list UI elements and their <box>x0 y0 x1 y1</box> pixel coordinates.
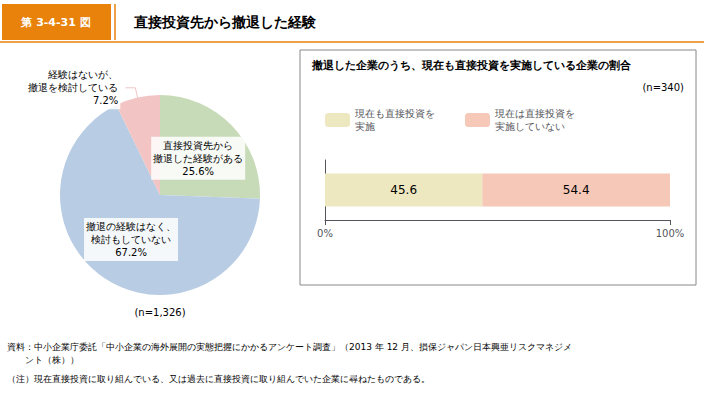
svg-text:25.6%: 25.6% <box>182 166 214 177</box>
svg-text:検討もしていない: 検討もしていない <box>91 234 171 245</box>
svg-text:ント（株））: ント（株）） <box>7 355 79 365</box>
svg-text:0%: 0% <box>317 228 333 239</box>
svg-text:67.2%: 67.2% <box>115 247 147 258</box>
svg-text:実施していない: 実施していない <box>495 121 565 132</box>
svg-text:撤退した経験がある: 撤退した経験がある <box>153 153 243 164</box>
svg-text:直接投資先から撤退した経験: 直接投資先から撤退した経験 <box>133 14 317 30</box>
svg-text:(n=1,326): (n=1,326) <box>134 307 185 318</box>
svg-text:経験はないが、: 経験はないが、 <box>47 69 118 80</box>
svg-text:現在は直接投資を: 現在は直接投資を <box>495 108 575 119</box>
svg-text:実施: 実施 <box>355 121 375 132</box>
svg-text:第 3-4-31 図: 第 3-4-31 図 <box>20 16 90 29</box>
svg-text:54.4: 54.4 <box>563 183 590 197</box>
svg-text:撤退した企業のうち、現在も直接投資を実施している企業の割合: 撤退した企業のうち、現在も直接投資を実施している企業の割合 <box>311 59 632 72</box>
svg-text:100%: 100% <box>656 228 685 239</box>
svg-text:（注）現在直接投資に取り組んでいる、又は過去に直接投資に取り: （注）現在直接投資に取り組んでいる、又は過去に直接投資に取り組んでいた企業に尋ね… <box>7 374 430 384</box>
svg-text:(n=340): (n=340) <box>642 82 684 93</box>
svg-text:現在も直接投資を: 現在も直接投資を <box>355 108 435 119</box>
svg-text:資料：中小企業庁委託「中小企業の海外展開の実態把握にかかるア: 資料：中小企業庁委託「中小企業の海外展開の実態把握にかかるアンケート調査」（20… <box>7 342 572 352</box>
svg-text:直接投資先から: 直接投資先から <box>163 140 233 151</box>
svg-text:7.2%: 7.2% <box>93 95 118 106</box>
svg-text:撤退の経験はなく、: 撤退の経験はなく、 <box>86 221 176 232</box>
svg-text:撤退を検討している: 撤退を検討している <box>28 82 118 93</box>
svg-text:45.6: 45.6 <box>390 183 417 197</box>
